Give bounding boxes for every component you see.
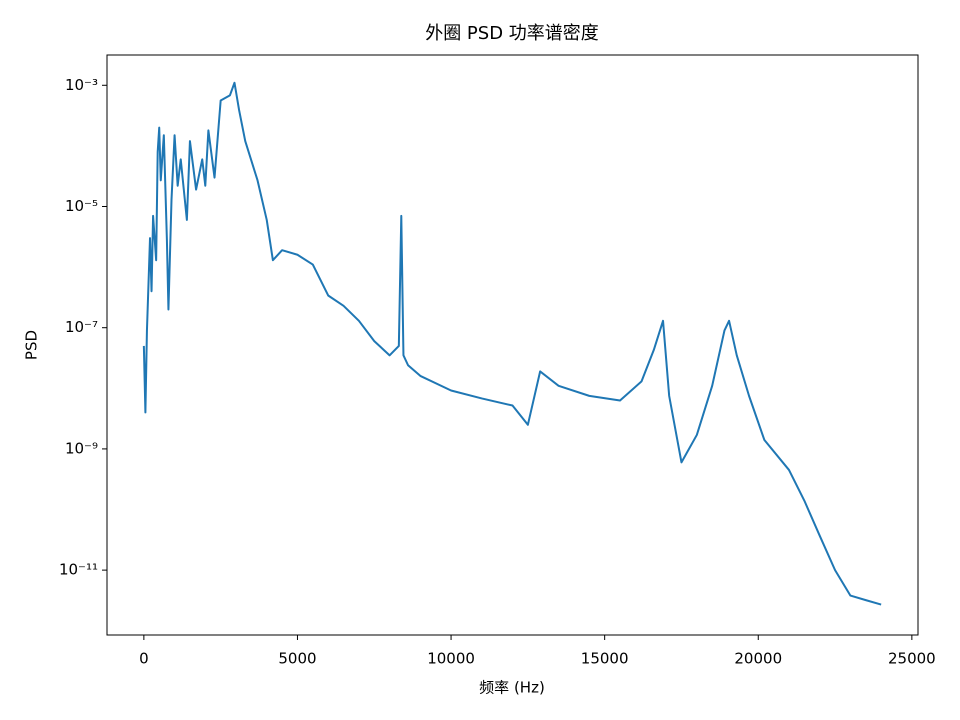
x-tick-label: 25000 [888, 650, 936, 668]
x-axis-label: 频率 (Hz) [479, 679, 545, 697]
y-tick-label: 10⁻⁷ [65, 318, 98, 336]
x-tick-label: 15000 [581, 650, 629, 668]
x-tick-label: 0 [139, 650, 149, 668]
x-tick-label: 10000 [427, 650, 475, 668]
x-tick-label: 20000 [734, 650, 782, 668]
y-tick-label: 10⁻³ [65, 76, 98, 94]
plot-frame [106, 54, 919, 636]
chart-title: 外圈 PSD 功率谱密度 [425, 23, 599, 44]
y-tick-label: 10⁻⁹ [65, 439, 98, 457]
y-tick-label: 10⁻⁵ [65, 197, 98, 215]
psd-line [142, 81, 882, 606]
y-tick-label: 10⁻¹¹ [59, 561, 98, 579]
x-tick-label: 5000 [278, 650, 316, 668]
y-axis-label: PSD [23, 330, 41, 360]
